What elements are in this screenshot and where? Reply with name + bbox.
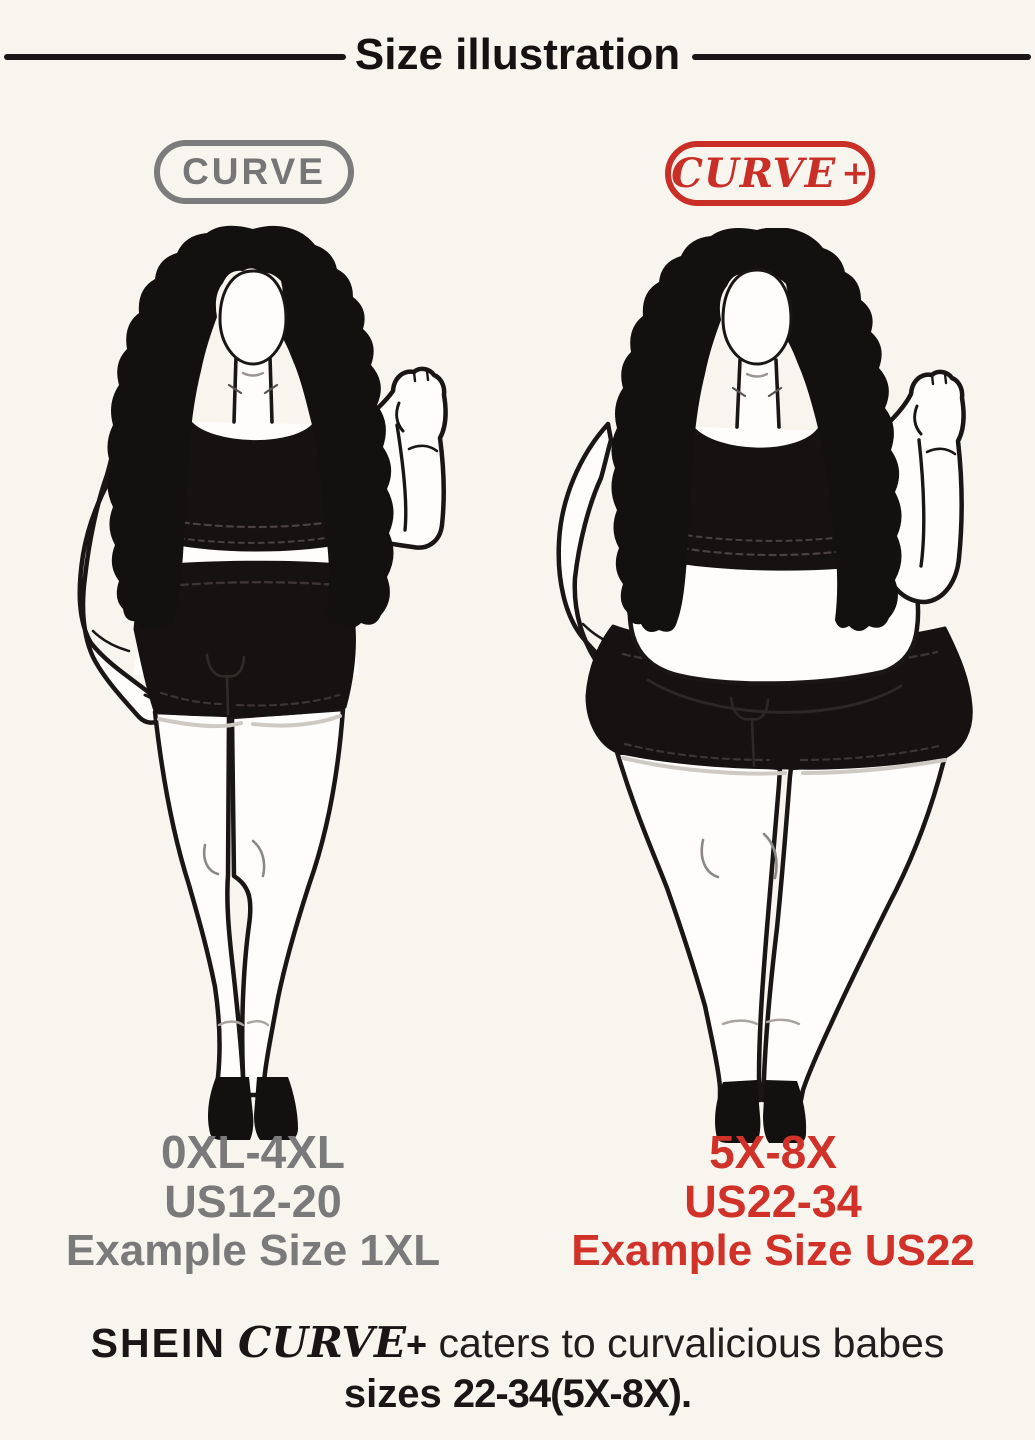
curve-model-illustration xyxy=(77,225,448,1140)
brand-plus-sign: + xyxy=(406,1324,428,1365)
title-divider-right xyxy=(692,54,1031,60)
curve-size-line-1: 0XL-4XL xyxy=(160,1126,346,1178)
brand-curve: CURVE xyxy=(237,1318,407,1367)
curve-plus-badge-plus-sign: + xyxy=(841,153,869,192)
caption-sizes-word: sizes xyxy=(343,1372,453,1416)
curve-badge: CURVE xyxy=(154,140,354,204)
title-divider-left xyxy=(4,54,346,60)
brand-shein: SHEIN xyxy=(90,1320,226,1366)
curve-plus-size-line-3: Example Size US22 xyxy=(571,1226,975,1275)
curve-size-range: 0XL-4XL US12-20 Example Size 1XL xyxy=(23,1126,483,1276)
curve-badge-label: CURVE xyxy=(182,151,326,192)
footer-caption-line-1: SHEIN CURVE + caters to curvalicious babes xyxy=(0,1318,1035,1367)
curve-plus-size-range: 5X-8X US22-34 Example Size US22 xyxy=(543,1126,1003,1276)
curve-plus-badge: CURVE + xyxy=(665,141,875,206)
curve-plus-model-illustration xyxy=(556,228,973,1143)
page-title: Size illustration xyxy=(354,30,681,79)
curve-plus-size-line-2: US22-34 xyxy=(684,1176,862,1227)
curve-size-line-2: US12-20 xyxy=(164,1176,342,1227)
curve-size-line-3: Example Size 1XL xyxy=(65,1226,441,1275)
curve-plus-size-line-1: 5X-8X xyxy=(709,1126,837,1178)
caption-sizes-values: 22-34(5X-8X). xyxy=(452,1372,692,1416)
caption-text: caters to curvalicious babes xyxy=(427,1320,945,1366)
curve-plus-badge-label: CURVE xyxy=(671,150,837,197)
footer-caption-line-2: sizes 22-34(5X-8X). xyxy=(0,1372,1035,1417)
